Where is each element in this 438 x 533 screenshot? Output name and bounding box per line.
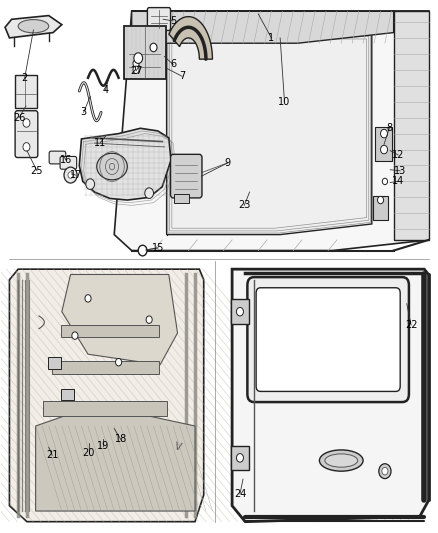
Circle shape [64,167,77,183]
Text: 10: 10 [279,96,291,107]
Text: 9: 9 [225,158,231,168]
Polygon shape [35,405,195,511]
Circle shape [68,172,73,178]
FancyBboxPatch shape [174,193,189,203]
Text: 24: 24 [234,489,246,499]
FancyBboxPatch shape [375,127,392,161]
Text: 15: 15 [152,243,164,253]
Text: 25: 25 [31,166,43,176]
Text: 8: 8 [386,123,392,133]
Text: 5: 5 [170,16,176,26]
Text: 6: 6 [170,60,176,69]
Circle shape [382,467,388,475]
Ellipse shape [18,20,49,33]
Circle shape [150,43,157,52]
Text: 7: 7 [179,71,185,81]
Text: V: V [173,441,182,453]
Circle shape [237,308,244,316]
Circle shape [134,53,143,63]
Circle shape [72,332,78,340]
Ellipse shape [319,450,363,471]
Circle shape [379,464,391,479]
Text: 26: 26 [13,112,25,123]
FancyBboxPatch shape [48,357,60,368]
FancyBboxPatch shape [49,151,66,164]
FancyBboxPatch shape [61,389,74,400]
Polygon shape [5,15,62,38]
Text: 20: 20 [83,448,95,457]
Text: 4: 4 [102,85,109,95]
FancyBboxPatch shape [231,446,249,470]
FancyBboxPatch shape [373,196,388,220]
Polygon shape [79,128,171,200]
Circle shape [133,60,139,67]
Circle shape [116,359,122,366]
Circle shape [382,178,388,184]
Circle shape [381,146,388,154]
Text: 23: 23 [238,200,251,211]
Polygon shape [394,11,428,240]
Text: 1: 1 [268,33,275,43]
Circle shape [237,454,244,462]
FancyBboxPatch shape [247,277,409,402]
Text: 22: 22 [405,320,417,330]
Polygon shape [232,269,428,522]
FancyBboxPatch shape [14,75,37,108]
Text: 18: 18 [115,434,127,445]
Polygon shape [132,11,394,43]
Polygon shape [166,33,372,235]
Circle shape [381,130,388,138]
FancyBboxPatch shape [148,7,170,30]
Text: 17: 17 [70,170,82,180]
Text: 16: 16 [60,155,72,165]
Text: 3: 3 [81,107,87,117]
Text: 13: 13 [394,166,406,176]
FancyBboxPatch shape [124,26,166,79]
FancyBboxPatch shape [231,300,249,324]
Polygon shape [114,11,428,251]
Circle shape [23,143,30,151]
Circle shape [85,295,91,302]
Circle shape [133,66,139,74]
FancyBboxPatch shape [61,325,159,337]
FancyBboxPatch shape [43,401,167,416]
Circle shape [146,316,152,324]
Polygon shape [169,17,212,59]
FancyBboxPatch shape [15,111,38,158]
Polygon shape [62,274,177,365]
Circle shape [138,245,147,256]
Ellipse shape [325,454,357,467]
Circle shape [86,179,95,189]
Circle shape [145,188,153,198]
FancyBboxPatch shape [60,157,77,169]
Text: 12: 12 [392,150,404,160]
FancyBboxPatch shape [52,361,159,374]
Text: 2: 2 [21,73,28,83]
Text: 21: 21 [46,450,58,460]
Text: 27: 27 [130,66,142,76]
Text: 14: 14 [392,176,404,187]
Text: 19: 19 [97,441,110,451]
Polygon shape [10,269,204,522]
Circle shape [378,196,384,204]
Circle shape [23,119,30,127]
Ellipse shape [97,154,127,180]
Text: 11: 11 [94,138,106,148]
FancyBboxPatch shape [170,155,202,198]
FancyBboxPatch shape [256,288,400,391]
